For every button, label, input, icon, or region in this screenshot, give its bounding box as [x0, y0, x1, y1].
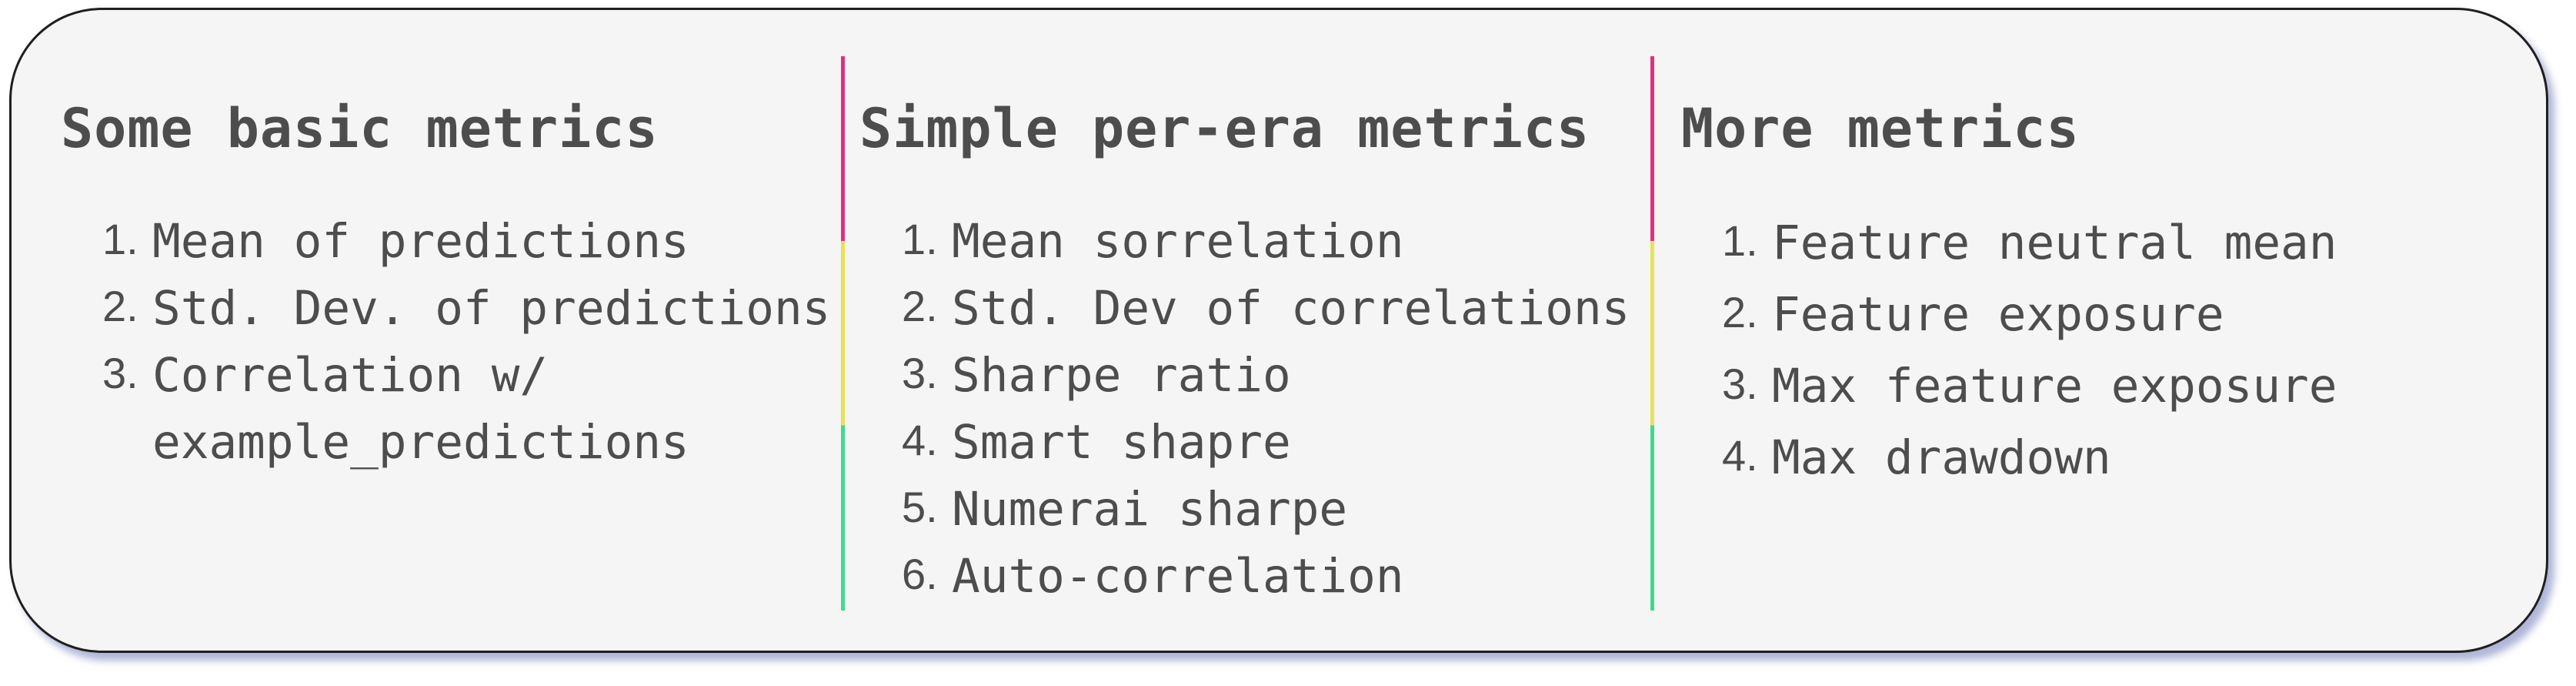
- list-item-number: 3.: [102, 349, 138, 397]
- column-divider: [1650, 56, 1654, 611]
- list-item: 5. Numerai sharpe: [902, 482, 1640, 549]
- list-item-number: 2.: [1722, 288, 1758, 336]
- list-item-text: Auto-correlation: [952, 549, 1404, 604]
- column-title: Some basic metrics: [61, 97, 659, 160]
- list-item: 1. Feature neutral mean: [1722, 216, 2461, 287]
- metrics-card: Some basic metrics 1. Mean of prediction…: [9, 8, 2548, 653]
- list-item-number: 1.: [102, 215, 138, 263]
- list-item-text: Std. Dev. of predictions: [152, 281, 831, 336]
- list-item-text: Max drawdown: [1772, 430, 2111, 485]
- list-item-number: 5.: [902, 483, 938, 531]
- list-item-number: 2.: [102, 282, 138, 330]
- per-era-metrics-column: Simple per-era metrics 1. Mean sorrelati…: [859, 10, 1630, 651]
- column-title: More metrics: [1681, 97, 2080, 160]
- list-item-number: 1.: [902, 215, 938, 263]
- list-item: 2. Std. Dev. of predictions: [102, 281, 841, 348]
- more-metrics-column: More metrics 1. Feature neutral mean 2. …: [1681, 10, 2451, 651]
- metrics-list: 1. Feature neutral mean 2. Feature expos…: [1722, 216, 2461, 502]
- list-item-text-continued: example_predictions: [152, 415, 689, 470]
- list-item-number: 1.: [1722, 216, 1758, 265]
- list-item-text: Feature exposure: [1772, 287, 2224, 342]
- list-item-text: Mean of predictions: [152, 214, 689, 269]
- list-item-text: Max feature exposure: [1772, 359, 2337, 413]
- list-item: 3. Sharpe ratio: [902, 348, 1640, 415]
- list-item-number: 6.: [902, 550, 938, 598]
- list-item: 4. Max drawdown: [1722, 430, 2461, 502]
- metrics-list: 1. Mean of predictions 2. Std. Dev. of p…: [102, 214, 841, 482]
- list-item: 1. Mean of predictions: [102, 214, 841, 281]
- list-item-text: Numerai sharpe: [952, 482, 1348, 537]
- column-divider: [841, 56, 845, 611]
- list-item: 4. Smart shapre: [902, 415, 1640, 482]
- list-item-number: 4.: [1722, 431, 1758, 480]
- list-item: 1. Mean sorrelation: [902, 214, 1640, 281]
- basic-metrics-column: Some basic metrics 1. Mean of prediction…: [61, 10, 830, 651]
- list-item-text: Smart shapre: [952, 415, 1291, 470]
- list-item-text: Mean sorrelation: [952, 214, 1404, 269]
- list-item-text: Correlation w/: [152, 348, 549, 403]
- list-item: 2. Std. Dev of correlations: [902, 281, 1640, 348]
- metrics-list: 1. Mean sorrelation 2. Std. Dev of corre…: [902, 214, 1640, 616]
- list-item-number: 3.: [902, 349, 938, 397]
- list-item: 6. Auto-correlation: [902, 549, 1640, 616]
- column-title: Simple per-era metrics: [859, 97, 1590, 160]
- list-item-text: Feature neutral mean: [1772, 216, 2337, 270]
- list-item: 2. Feature exposure: [1722, 287, 2461, 359]
- list-item: 3. Max feature exposure: [1722, 359, 2461, 430]
- list-item-number: 3.: [1722, 360, 1758, 408]
- list-item: 3. Correlation w/ example_predictions: [102, 348, 841, 482]
- list-item-text: Std. Dev of correlations: [952, 281, 1630, 336]
- list-item-text: Sharpe ratio: [952, 348, 1291, 403]
- list-item-number: 4.: [902, 416, 938, 464]
- list-item-number: 2.: [902, 282, 938, 330]
